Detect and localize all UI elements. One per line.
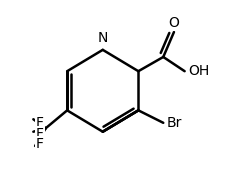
Text: OH: OH	[188, 64, 209, 78]
Text: Br: Br	[167, 116, 182, 130]
Text: N: N	[98, 31, 108, 45]
Text: F: F	[36, 116, 44, 130]
Text: F: F	[36, 137, 44, 151]
Text: O: O	[168, 16, 179, 30]
Text: F: F	[36, 127, 44, 140]
